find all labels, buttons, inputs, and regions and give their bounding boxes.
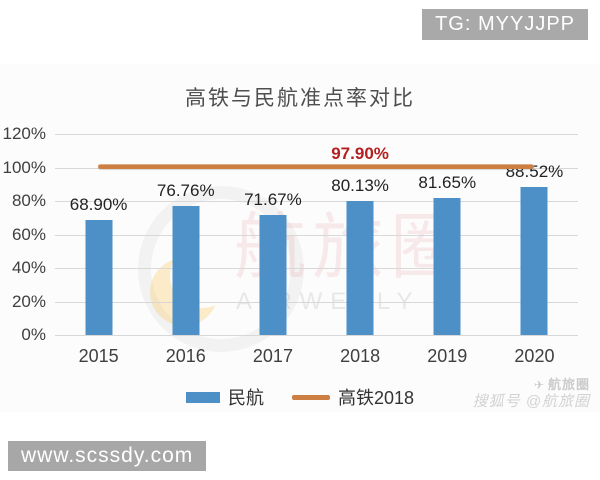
bar-value-label-2015: 68.90% bbox=[69, 194, 128, 214]
reference-line bbox=[97, 164, 535, 170]
chart-legend: 民航 高铁2018 bbox=[0, 384, 600, 410]
x-axis-label-2015: 2015 bbox=[78, 346, 119, 366]
bar-2015 bbox=[85, 219, 113, 335]
x-axis-label-2017: 2017 bbox=[252, 346, 293, 366]
bar-2019 bbox=[433, 198, 461, 335]
bar-slot-2017: 71.67% bbox=[229, 134, 316, 335]
y-axis-tick-label: 0% bbox=[21, 325, 46, 344]
bar-value-label-2019: 81.65% bbox=[418, 173, 477, 193]
x-axis-row: 2015 2016 2017 2018 2019 2020 bbox=[55, 346, 578, 367]
website-badge: www.scssdy.com bbox=[8, 441, 207, 471]
bar-2020 bbox=[520, 186, 548, 335]
bar-value-label-2016: 76.76% bbox=[156, 181, 215, 201]
legend-label-civil-aviation: 民航 bbox=[227, 388, 264, 408]
y-axis-tick-label: 100% bbox=[2, 157, 46, 177]
telegram-badge: TG: MYYJJPP bbox=[422, 9, 588, 40]
gridline bbox=[55, 335, 578, 336]
bar-slot-2018: 80.13% bbox=[317, 134, 404, 335]
y-axis-tick-label: 80% bbox=[11, 191, 46, 210]
x-axis-label-2018: 2018 bbox=[340, 346, 381, 366]
bar-2018 bbox=[346, 200, 374, 335]
bar-slot-2019: 81.65% bbox=[404, 134, 491, 335]
legend-item-high-speed-rail: 高铁2018 bbox=[291, 384, 415, 410]
gridline bbox=[55, 301, 578, 303]
gridline bbox=[55, 234, 578, 236]
bar-value-label-2018: 80.13% bbox=[331, 175, 389, 195]
plot-area: 68.90% 76.76% 71.67% 80.13% 81.65% 88.52% 97.… bbox=[3, 124, 578, 366]
chart-panel: 高铁与民航准点率对比 航旅圈 AIRWEFLY 68.90%76.76%71.6… bbox=[0, 64, 600, 412]
reference-line-label: 97.90% bbox=[331, 144, 389, 164]
bar-value-label-2017: 71.67% bbox=[244, 190, 302, 209]
y-axis-tick-label: 60% bbox=[11, 224, 46, 244]
y-axis-tick-label: 120% bbox=[2, 124, 46, 143]
legend-line-swatch bbox=[291, 394, 330, 400]
x-axis-label-2016: 2016 bbox=[165, 346, 206, 366]
gridline bbox=[55, 268, 578, 269]
legend-item-civil-aviation: 民航 bbox=[185, 384, 264, 410]
x-axis-label-2019: 2019 bbox=[427, 346, 468, 366]
x-axis-label-2020: 2020 bbox=[514, 346, 555, 366]
bar-slot-2016: 76.76% bbox=[142, 134, 229, 335]
bars-row: 68.90% 76.76% 71.67% 80.13% 81.65% 88.52% bbox=[55, 134, 578, 335]
legend-label-high-speed-rail: 高铁2018 bbox=[337, 388, 415, 408]
legend-bar-swatch bbox=[185, 391, 220, 403]
gridline bbox=[55, 201, 578, 202]
bar-slot-2015: 68.90% bbox=[55, 134, 142, 335]
bar-2016 bbox=[172, 206, 200, 335]
gridline bbox=[55, 134, 578, 135]
y-axis-tick-label: 20% bbox=[11, 291, 46, 311]
y-axis-tick-label: 40% bbox=[11, 258, 46, 277]
chart-title: 高铁与民航准点率对比 bbox=[185, 87, 415, 110]
bar-2017 bbox=[259, 215, 287, 335]
